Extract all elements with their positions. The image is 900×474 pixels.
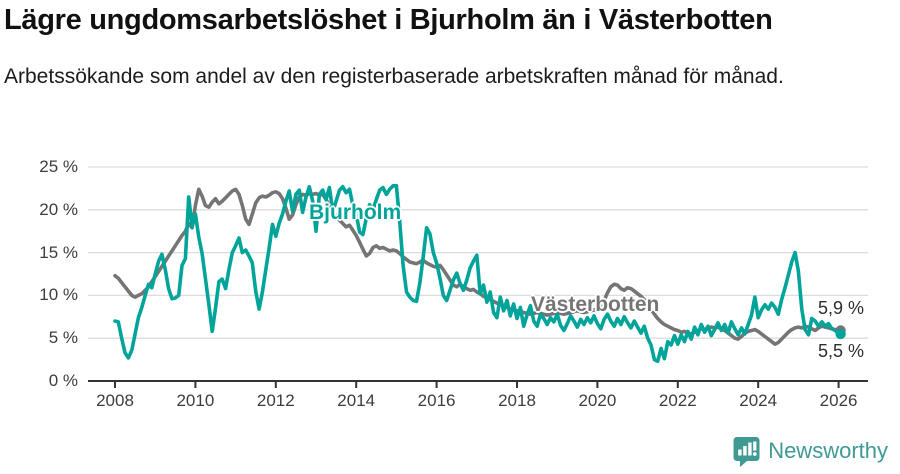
series-label-vasterbotten: Västerbotten: [531, 293, 660, 316]
y-tick-label: 5 %: [48, 328, 78, 348]
x-tick-label: 2018: [498, 391, 536, 410]
y-tick-label: 25 %: [39, 157, 78, 176]
x-tick-label: 2010: [176, 391, 215, 410]
series-end-dot-bjurholm: [835, 328, 846, 340]
x-tick-label: 2022: [658, 391, 697, 410]
chart-subtitle: Arbetssökande som andel av den registerb…: [4, 65, 784, 88]
chart-title: Lägre ungdomsarbetslöshet i Bjurholm än …: [4, 4, 773, 36]
series-label-bjurholm: Bjurholm: [309, 201, 402, 224]
x-tick-label: 2012: [256, 391, 295, 410]
y-tick-label: 20 %: [39, 199, 78, 219]
newsworthy-logo-icon: [733, 436, 760, 467]
y-tick-label: 15 %: [39, 242, 78, 262]
x-tick-label: 2008: [96, 391, 134, 410]
end-value-label-vasterbotten: 5,9 %: [817, 298, 864, 318]
x-tick-label: 2024: [739, 391, 778, 410]
x-tick-label: 2016: [417, 391, 456, 410]
y-tick-label: 10 %: [39, 285, 78, 305]
x-tick-label: 2026: [819, 391, 858, 410]
y-tick-label: 0 %: [48, 371, 78, 390]
newsworthy-brand-link[interactable]: Newsworthy: [733, 434, 888, 468]
x-tick-label: 2020: [578, 391, 617, 410]
brand-name: Newsworthy: [768, 438, 888, 463]
series-line-bjurholm: [113, 184, 841, 364]
x-tick-label: 2014: [337, 391, 376, 410]
end-value-label-bjurholm: 5,5 %: [817, 341, 864, 361]
